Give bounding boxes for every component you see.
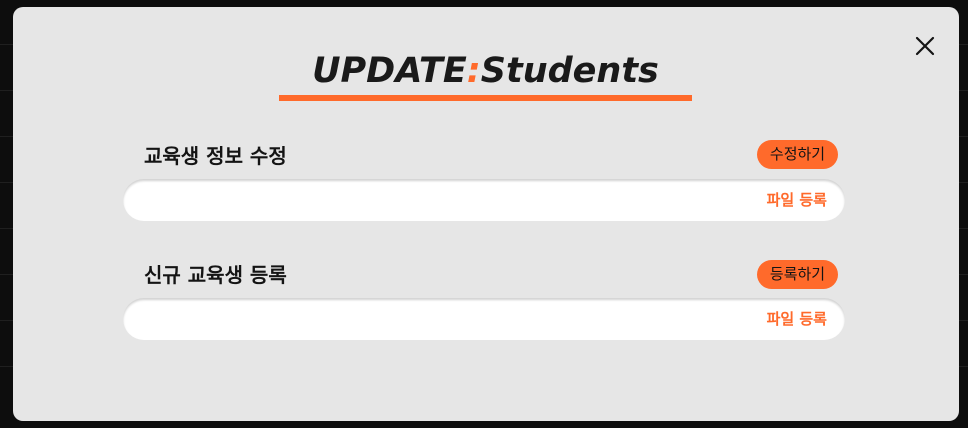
- title-main: UPDATE: [312, 51, 467, 91]
- title-separator: :: [466, 51, 481, 91]
- register-button[interactable]: 등록하기: [757, 260, 838, 289]
- edit-file-register-link[interactable]: 파일 등록: [766, 191, 827, 209]
- new-file-field[interactable]: 파일 등록: [123, 298, 845, 340]
- section-label-new-students: 신규 교육생 등록: [144, 263, 287, 287]
- edit-button[interactable]: 수정하기: [757, 140, 838, 169]
- modal-title: UPDATE:Students: [279, 49, 692, 101]
- title-sub: Students: [480, 51, 659, 91]
- close-icon: [915, 36, 935, 56]
- section-label-edit-students: 교육생 정보 수정: [144, 144, 287, 168]
- title-underline: [279, 95, 692, 101]
- close-button[interactable]: [913, 34, 937, 58]
- update-students-modal: UPDATE:Students 교육생 정보 수정 수정하기 파일 등록 신규 …: [13, 7, 959, 421]
- edit-file-field[interactable]: 파일 등록: [123, 179, 845, 221]
- new-file-register-link[interactable]: 파일 등록: [766, 310, 827, 328]
